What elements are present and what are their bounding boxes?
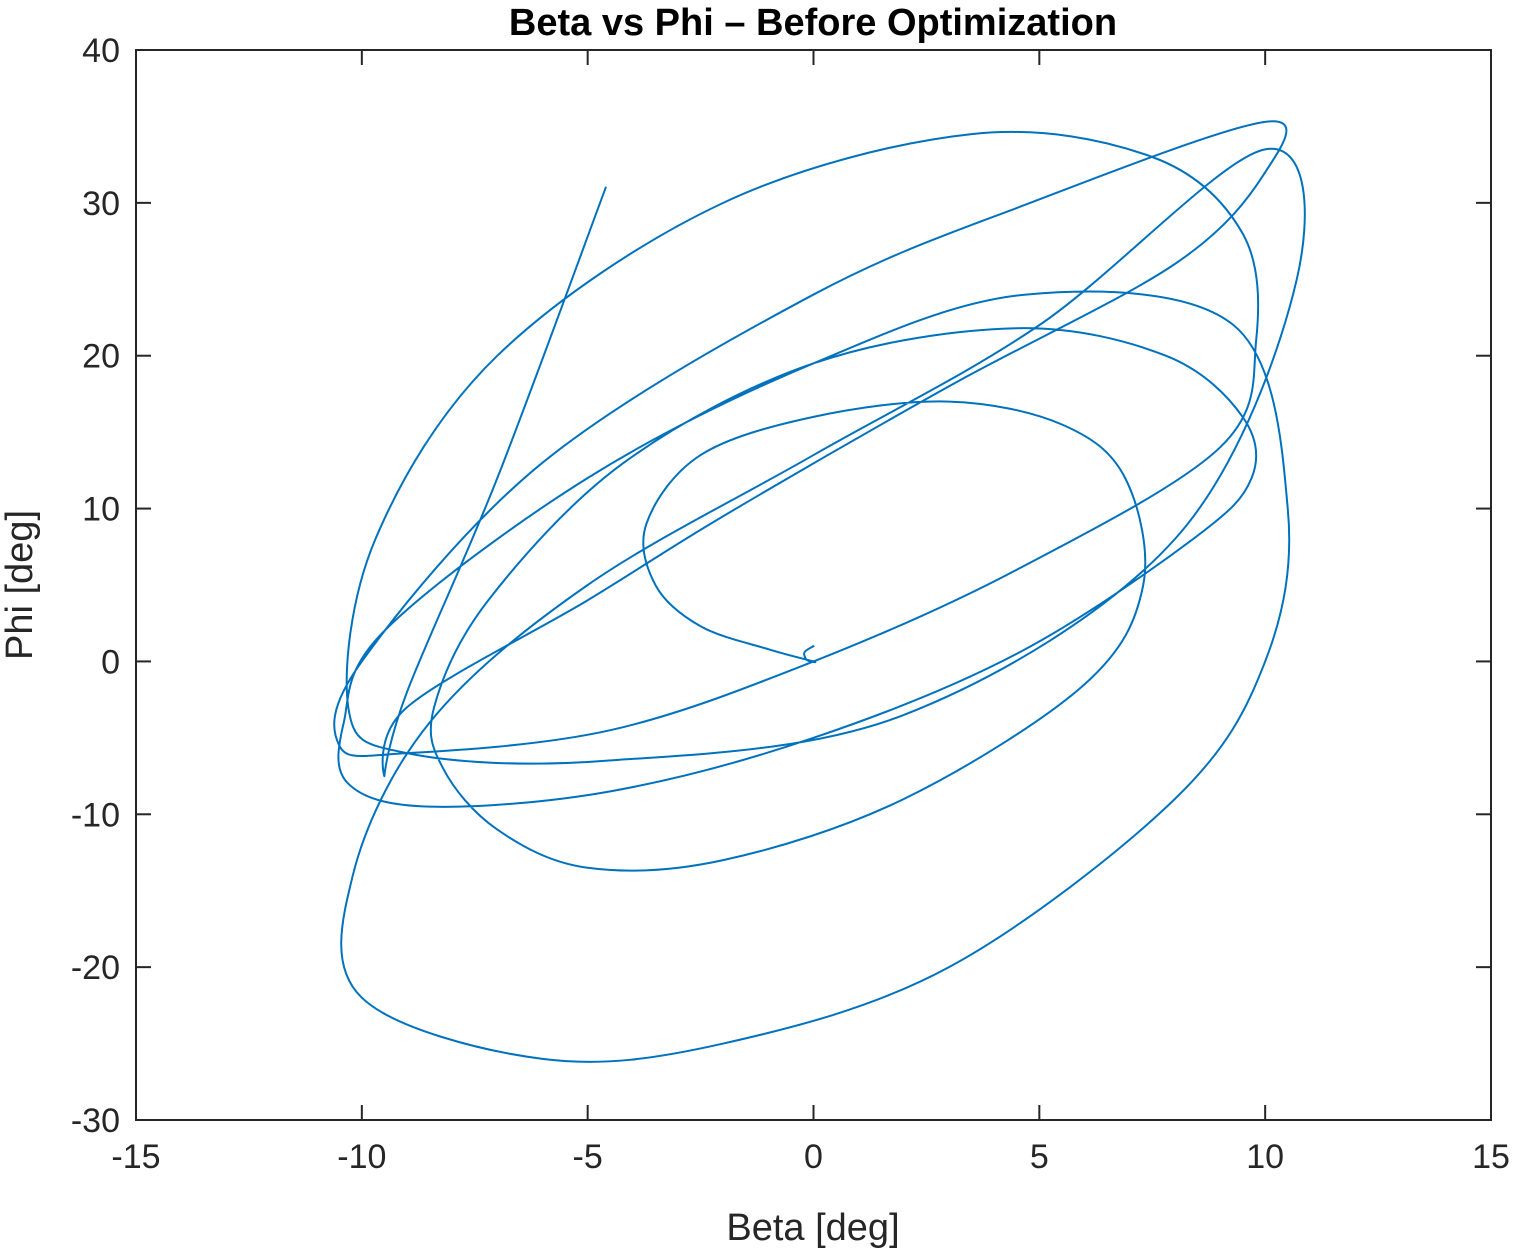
y-tick-label: 20 [82, 338, 120, 376]
x-tick-label: -10 [337, 1138, 386, 1176]
x-tick-label: 10 [1246, 1138, 1284, 1176]
x-axis-label: Beta [deg] [726, 1207, 899, 1249]
y-tick-label: 0 [101, 643, 120, 681]
y-tick-label: 40 [82, 32, 120, 70]
y-axis-label: Phi [deg] [0, 510, 41, 660]
y-tick-label: -30 [71, 1102, 120, 1140]
y-tick-label: -10 [71, 796, 120, 834]
y-tick-label: 30 [82, 185, 120, 223]
x-tick-label: 0 [804, 1138, 823, 1176]
x-tick-label: 5 [1030, 1138, 1049, 1176]
x-tick-label: 15 [1472, 1138, 1510, 1176]
axis-tick-labels: -15 -10 -5 0 5 10 15 -30 -20 -10 0 10 20 30 40 [71, 32, 1510, 1176]
x-tick-label: -5 [573, 1138, 603, 1176]
x-tick-label: -15 [111, 1138, 160, 1176]
series-line [333, 120, 1306, 1063]
data-series [333, 120, 1306, 1063]
axes-box [135, 49, 1492, 1121]
chart-title: Beta vs Phi – Before Optimization [509, 2, 1117, 44]
y-tick-label: 10 [82, 491, 120, 529]
y-tick-label: -20 [71, 949, 120, 987]
axis-ticks [135, 49, 1492, 1121]
